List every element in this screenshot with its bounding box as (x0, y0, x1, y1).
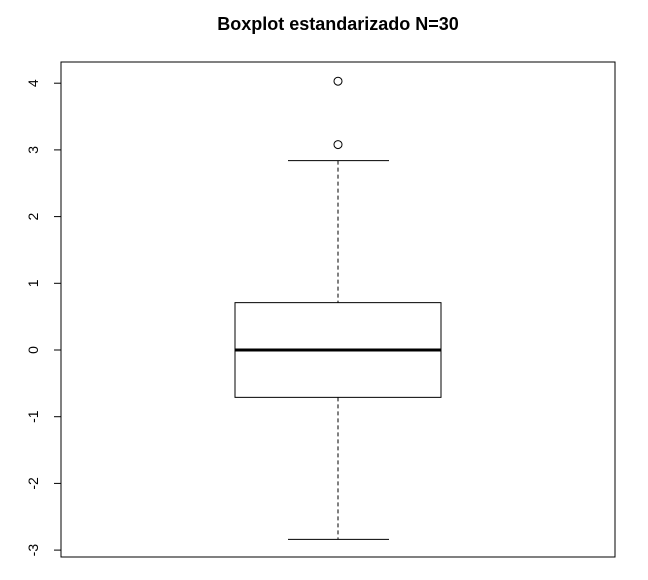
outlier-point (333, 76, 343, 86)
y-tick-label: -3 (25, 544, 41, 557)
chart-title: Boxplot estandarizado N=30 (217, 14, 459, 34)
y-tick-label: 1 (25, 279, 41, 287)
box-group (234, 160, 442, 540)
y-tick-label: 4 (25, 79, 41, 87)
y-tick-label: -1 (25, 410, 41, 423)
y-axis: -3 -2 -1 0 1 2 3 4 (25, 79, 62, 557)
y-tick-label: 0 (25, 346, 41, 354)
outlier-point (333, 140, 343, 150)
y-tick-label: -2 (25, 477, 41, 490)
y-tick-label: 3 (25, 146, 41, 154)
outlier-group (333, 76, 343, 150)
y-tick-label: 2 (25, 212, 41, 220)
